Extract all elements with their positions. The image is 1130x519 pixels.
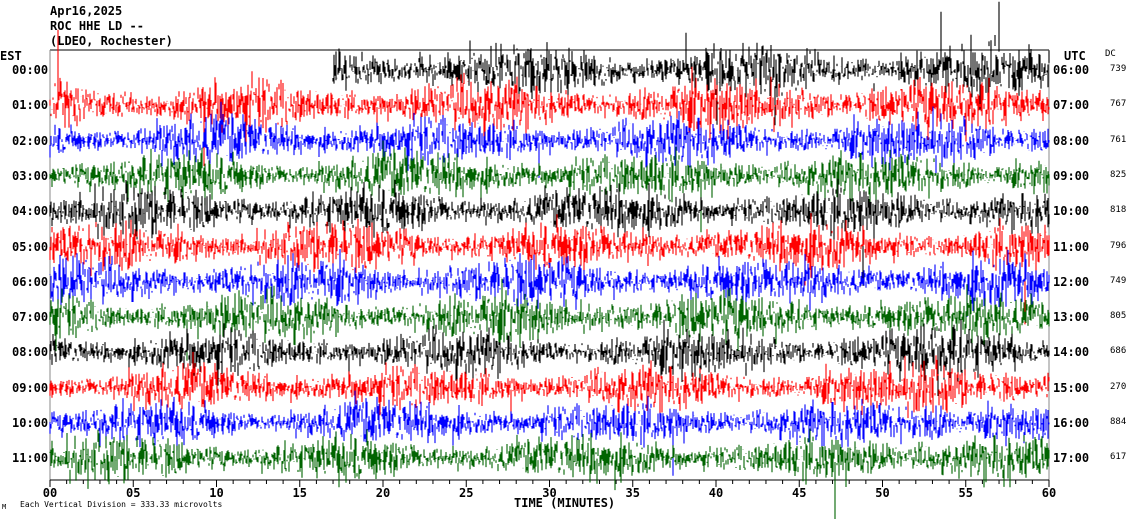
x-tick-label: 20 — [376, 486, 390, 500]
utc-axis-label: UTC — [1064, 49, 1086, 63]
x-tick-label: 55 — [959, 486, 973, 500]
x-axis-label: TIME (MINUTES) — [514, 496, 616, 510]
x-tick-label: 45 — [792, 486, 806, 500]
utc-tick-label: 16:00 — [1053, 416, 1090, 430]
dc-value: 617 — [1110, 452, 1127, 463]
x-tick-label: 25 — [459, 486, 473, 500]
trace-1000 — [49, 390, 1050, 476]
trace-0700 — [49, 278, 1050, 361]
dc-value: 805 — [1110, 311, 1127, 322]
station-label: ROC HHE LD -- — [50, 19, 144, 33]
network-label: (LDEO, Rochester) — [50, 34, 173, 48]
utc-tick-label: 15:00 — [1053, 380, 1090, 395]
x-tick-label: 30 — [542, 486, 556, 500]
utc-tick-label: 08:00 — [1053, 133, 1090, 148]
utc-tick-label: 13:00 — [1053, 310, 1090, 325]
est-tick-label: 08:00 — [12, 345, 49, 360]
utc-tick-label: 12:00 — [1053, 274, 1090, 289]
dc-value: 884 — [1110, 417, 1127, 427]
date-label: Apr16,2025 — [50, 4, 123, 18]
x-tick-label: 15 — [293, 486, 307, 500]
est-tick-label: 09:00 — [12, 380, 49, 395]
est-tick-label: 05:00 — [12, 239, 49, 254]
utc-tick-label: 07:00 — [1053, 98, 1090, 113]
x-tick-label: 35 — [626, 486, 640, 500]
est-tick-label: 06:00 — [12, 274, 49, 289]
est-tick-label: 10:00 — [12, 416, 49, 430]
trace-0600 — [49, 249, 1050, 317]
x-tick-label: 50 — [875, 486, 889, 500]
trace-0300 — [49, 140, 1050, 233]
utc-tick-label: 17:00 — [1053, 451, 1090, 466]
est-tick-label: 11:00 — [12, 451, 49, 466]
dc-value: 686 — [1110, 346, 1127, 357]
scale-note: Each Vertical Division = 333.33 microvol… — [20, 500, 223, 509]
x-tick-label: 60 — [1042, 486, 1056, 500]
corner-mark: M — [2, 503, 7, 511]
est-tick-label: 04:00 — [12, 204, 49, 219]
dc-value: 761 — [1110, 134, 1127, 145]
dc-value: 825 — [1110, 169, 1127, 180]
x-tick-label: 10 — [209, 486, 223, 500]
x-tick-label: 05 — [126, 486, 140, 500]
est-axis-label: EST — [0, 49, 22, 63]
trace-0800 — [49, 319, 1050, 396]
dc-value: 767 — [1110, 99, 1127, 110]
est-tick-label: 01:00 — [12, 98, 49, 113]
utc-tick-label: 09:00 — [1053, 168, 1090, 183]
dc-value: 818 — [1110, 205, 1127, 216]
dc-value: 796 — [1110, 240, 1127, 251]
utc-tick-label: 10:00 — [1053, 204, 1090, 219]
est-tick-label: 07:00 — [12, 310, 49, 325]
est-tick-label: 02:00 — [12, 133, 49, 148]
est-tick-label: 00:00 — [12, 63, 49, 77]
trace-0500 — [49, 213, 1050, 325]
utc-tick-label: 14:00 — [1053, 345, 1090, 360]
x-tick-label: 40 — [709, 486, 723, 500]
trace-0400 — [49, 178, 1050, 286]
trace-0000 — [332, 1, 1050, 126]
trace-1100 — [49, 428, 1050, 519]
utc-tick-label: 11:00 — [1053, 239, 1090, 254]
est-tick-label: 03:00 — [12, 168, 49, 183]
dc-value: 270 — [1110, 381, 1127, 392]
utc-tick-label: 06:00 — [1053, 63, 1090, 77]
dc-value: 749 — [1110, 275, 1127, 286]
x-tick-label: 00 — [43, 486, 57, 500]
dc-header: DC — [1105, 49, 1116, 59]
trace-0900 — [49, 351, 1050, 428]
dc-value: 739 — [1110, 64, 1127, 74]
